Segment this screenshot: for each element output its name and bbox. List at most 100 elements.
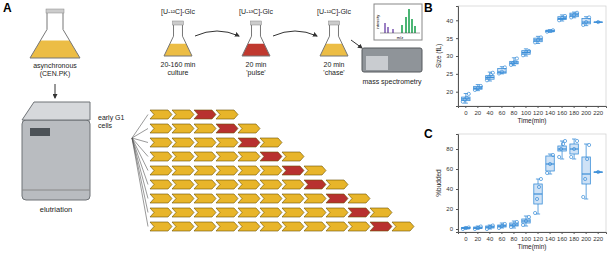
arrow: [273, 31, 317, 36]
cells-label: cells: [98, 122, 113, 129]
y-tick: 30: [446, 53, 458, 59]
x-axis-title: Time(min): [517, 117, 546, 125]
arrow: [195, 31, 239, 36]
x-tick: 0: [464, 106, 468, 116]
centrifuge-body: [22, 120, 90, 200]
y-tick: 35: [446, 36, 458, 42]
box: [594, 172, 602, 174]
point: [563, 14, 566, 17]
chevron: [326, 194, 348, 203]
plot-frame: [458, 6, 606, 106]
chevron: [216, 152, 238, 161]
x-tick: 220: [593, 232, 604, 242]
culture-flask: [30, 9, 80, 58]
x-axis: 020406080100120140160180200220: [459, 232, 607, 242]
step-label: 'pulse': [246, 69, 265, 77]
chevron: [194, 124, 216, 133]
chevron: [238, 208, 260, 217]
chevron: [304, 222, 326, 231]
chevron: [216, 222, 238, 231]
chevron: [150, 166, 172, 175]
x-tick: 100: [521, 106, 532, 116]
x-tick-mark: [501, 232, 502, 234]
x-tick: 220: [593, 106, 604, 116]
chevron: [216, 180, 238, 189]
point: [515, 220, 518, 223]
chevron: [150, 208, 172, 217]
step-label: 20-160 min: [160, 61, 195, 68]
point: [467, 226, 470, 229]
x-tick-mark: [477, 232, 478, 234]
x-tick: 140: [545, 106, 556, 116]
x-tick: 80: [511, 106, 518, 116]
x-tick: 100: [521, 232, 532, 242]
x-tick-label: 140: [545, 110, 556, 116]
chevron: [348, 208, 370, 217]
flask-liquid: [320, 44, 348, 56]
x-tick-mark: [562, 232, 563, 234]
chevron: [238, 222, 260, 231]
chevron: [150, 138, 172, 147]
chevron: [260, 208, 282, 217]
x-tick: 120: [533, 106, 544, 116]
box: [594, 22, 602, 24]
point: [463, 98, 466, 101]
x-tick-mark: [513, 106, 514, 108]
x-tick-mark: [574, 232, 575, 234]
diagram: asynchronous(CEN.PK)elutriationearly G1c…: [22, 4, 422, 231]
box-chart: 0204060801001201401601802002202025303540…: [435, 6, 607, 125]
chevron: [260, 194, 282, 203]
x-tick-mark: [489, 232, 490, 234]
point: [533, 41, 536, 44]
point: [563, 139, 566, 142]
chevron: [282, 180, 304, 189]
y-tick-mark: [456, 20, 458, 21]
point: [527, 49, 530, 52]
x-tick: 200: [581, 106, 592, 116]
y-tick-mark: [456, 56, 458, 57]
median: [546, 163, 554, 164]
y-tick: 25: [446, 71, 458, 77]
x-tick-label: 40: [487, 236, 494, 242]
flask-glass: [320, 24, 348, 56]
y-tick-label: 0: [450, 226, 454, 232]
cells-label: early G1: [98, 114, 125, 122]
chevron: [150, 124, 172, 133]
x-tick: 200: [581, 232, 592, 242]
x-tick-label: 180: [569, 236, 580, 242]
centrifuge: [22, 102, 90, 200]
flask-label: asynchronous: [33, 62, 77, 70]
x-tick-label: 220: [593, 236, 604, 242]
point: [527, 215, 530, 218]
ms-axis: [380, 33, 420, 34]
ms-axis-label: intensity: [375, 15, 380, 30]
timelines: [132, 110, 414, 231]
y-axis-line: [456, 135, 459, 233]
x-tick: 0: [464, 232, 468, 242]
point: [467, 92, 470, 95]
point: [573, 13, 576, 16]
x-tick-label: 0: [464, 110, 468, 116]
y-tick-mark: [456, 209, 458, 210]
point: [509, 225, 512, 228]
arrow: [351, 40, 362, 48]
x-tick-mark: [598, 106, 599, 108]
x-axis: 020406080100120140160180200220: [459, 106, 607, 116]
point: [587, 16, 590, 19]
chevron: [172, 180, 194, 189]
point: [573, 147, 576, 150]
x-tick: 160: [557, 232, 568, 242]
y-tick-mark: [456, 38, 458, 39]
x-tick: 60: [499, 232, 506, 242]
ms-axis-label: m/z: [397, 35, 403, 40]
x-axis-line: [459, 233, 607, 235]
chevron: [260, 180, 282, 189]
box: [570, 144, 578, 154]
y-tick: 20: [446, 206, 458, 212]
point: [558, 155, 561, 158]
point: [500, 70, 503, 73]
fan-line: [132, 138, 148, 143]
x-tick-label: 220: [593, 110, 604, 116]
ms-body: [362, 48, 422, 72]
point: [479, 84, 482, 87]
